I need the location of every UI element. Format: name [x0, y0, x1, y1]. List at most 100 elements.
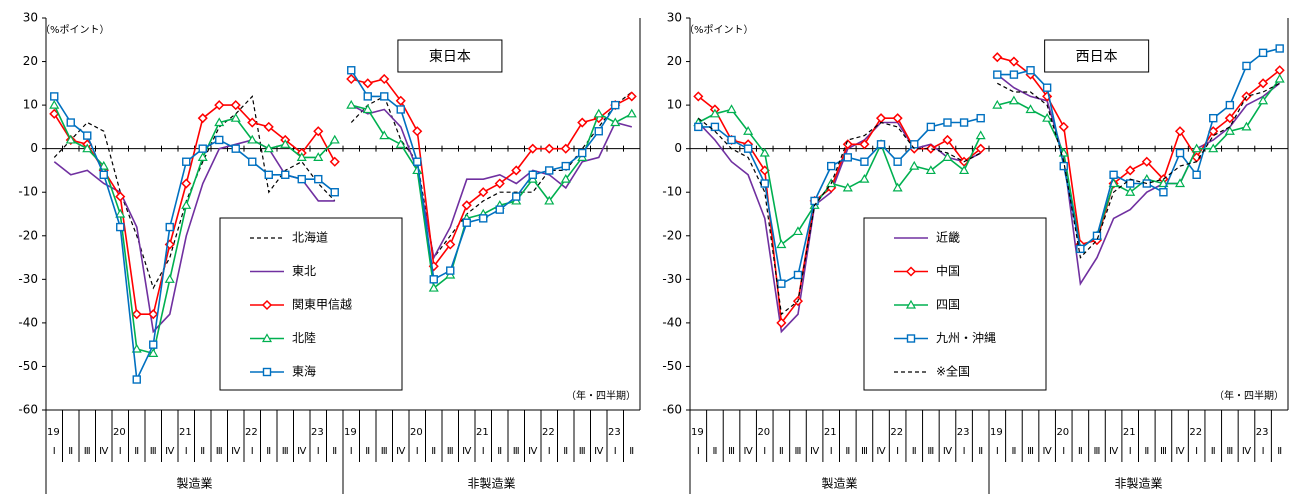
series-line [697, 108, 982, 246]
quarter-label: Ⅱ [431, 446, 436, 457]
y-axis-label: （%ポイント） [684, 24, 754, 36]
quarter-label: Ⅲ [728, 446, 735, 457]
quarter-label: Ⅳ [1109, 446, 1119, 457]
marker [560, 173, 571, 183]
marker [759, 147, 770, 157]
marker [329, 134, 340, 144]
marker [182, 157, 191, 166]
marker [1274, 73, 1285, 83]
quarter-label: Ⅱ [1144, 446, 1149, 457]
quarter-label: Ⅳ [594, 446, 604, 457]
marker [148, 309, 159, 320]
marker [760, 179, 769, 188]
marker [594, 127, 603, 136]
marker [261, 299, 273, 311]
marker [593, 108, 604, 118]
year-label: 22 [542, 427, 555, 438]
quarter-label: Ⅲ [513, 446, 520, 457]
marker [115, 191, 126, 202]
marker [164, 274, 175, 283]
y-tick-label: 10 [667, 98, 682, 112]
marker [197, 152, 208, 161]
marker [413, 157, 422, 166]
y-tick-label: 20 [667, 54, 682, 68]
marker [1159, 188, 1168, 197]
marker [115, 208, 126, 218]
marker [198, 144, 207, 153]
quarter-label: Ⅱ [266, 446, 271, 457]
marker [892, 113, 903, 124]
marker [346, 73, 357, 85]
marker [261, 333, 273, 343]
marker [1059, 161, 1068, 171]
y-tick-label: -50 [662, 359, 682, 373]
marker [1026, 66, 1035, 75]
quarter-label: Ⅰ [1262, 446, 1265, 457]
quarter-label: Ⅰ [896, 446, 899, 457]
year-label: 21 [824, 427, 837, 438]
marker [1241, 121, 1252, 131]
marker [362, 104, 373, 114]
marker [446, 266, 455, 275]
marker [842, 182, 853, 192]
quarter-label: Ⅲ [216, 446, 223, 457]
marker [1225, 100, 1235, 110]
year-label: 20 [1056, 427, 1069, 438]
year-label: 20 [113, 427, 126, 438]
legend-label: ※全国 [936, 364, 970, 379]
marker [1058, 121, 1069, 132]
quarter-label: Ⅳ [810, 446, 820, 457]
legend-box [219, 217, 403, 391]
year-label: 23 [1256, 427, 1269, 438]
marker [1175, 148, 1185, 158]
marker [1009, 70, 1019, 79]
quarter-label: Ⅰ [614, 446, 617, 457]
marker [82, 143, 93, 153]
quarter-label: Ⅳ [528, 446, 538, 457]
marker [976, 113, 985, 123]
y-tick-label: -30 [18, 272, 38, 286]
year-label: 22 [1189, 427, 1202, 438]
marker [197, 113, 208, 124]
year-label: 23 [311, 427, 324, 438]
y-tick-label: 0 [674, 141, 682, 155]
marker [230, 100, 241, 111]
marker [1125, 187, 1136, 196]
segment-label: 製造業 [821, 477, 857, 491]
quarter-label: Ⅰ [185, 446, 188, 457]
quarter-label: Ⅱ [332, 446, 337, 457]
quarter-label: Ⅱ [912, 446, 917, 457]
marker [1008, 95, 1019, 105]
series-line [996, 73, 1281, 286]
marker [1174, 178, 1186, 188]
marker [993, 70, 1002, 79]
marker [710, 122, 720, 132]
quarter-label: Ⅰ [350, 446, 353, 457]
x-axis-label: （年・四半期） [566, 389, 636, 402]
quarter-label: Ⅳ [231, 446, 241, 457]
marker [1092, 231, 1102, 240]
y-tick-label: 0 [30, 141, 38, 155]
marker [461, 200, 472, 211]
marker [262, 367, 272, 377]
marker [1224, 113, 1235, 124]
marker [942, 134, 953, 146]
y-tick-label: -60 [662, 403, 682, 417]
marker [116, 222, 125, 232]
quarter-label: Ⅲ [84, 446, 91, 457]
legend-label: 東北 [292, 264, 316, 278]
marker [1076, 244, 1085, 254]
marker [66, 118, 75, 127]
marker [860, 157, 869, 166]
marker [528, 170, 537, 180]
marker [495, 205, 504, 214]
marker [1141, 156, 1152, 167]
legend-label: 関東甲信越 [292, 298, 352, 312]
marker [314, 174, 323, 184]
legend-box [863, 217, 1047, 391]
marker [906, 334, 916, 343]
marker [1275, 44, 1284, 53]
quarter-label: Ⅱ [629, 446, 634, 457]
quarter-label: Ⅳ [462, 446, 472, 457]
